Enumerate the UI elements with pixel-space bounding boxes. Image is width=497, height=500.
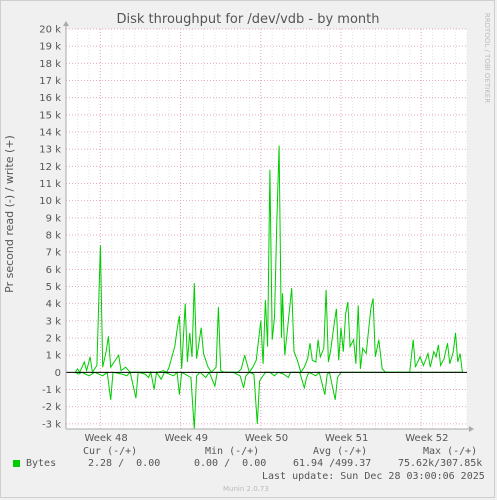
y-tick-label: 3 k (46, 316, 62, 327)
y-tick-label: 16 k (39, 93, 61, 104)
y-tick-label: -3 k (42, 419, 61, 430)
y-tick-label: 19 k (39, 42, 61, 53)
y-tick-label: 18 k (39, 59, 61, 70)
y-tick-label: 15 k (39, 110, 61, 121)
legend-header-cur: Cur (-/+) (83, 446, 138, 457)
y-axis-arrow (63, 21, 69, 26)
legend-header-min: Min (-/+) (205, 446, 260, 457)
x-tick-label: Week 49 (165, 433, 208, 444)
y-tick-label: 20 k (39, 25, 61, 36)
y-tick-label: 0 (55, 368, 61, 379)
x-axis-arrow (469, 426, 474, 432)
y-tick-label: 8 k (46, 231, 62, 242)
y-tick-label: 17 k (39, 76, 61, 87)
y-tick-label: -2 k (42, 402, 61, 413)
x-tick-label: Week 51 (325, 433, 368, 444)
x-tick-label: Week 48 (84, 433, 127, 444)
y-tick-label: -1 k (42, 385, 61, 396)
legend-header-max: Max (-/+) (423, 446, 478, 457)
legend-min-value: 0.00 / 0.00 (194, 458, 267, 469)
y-tick-label: 2 k (46, 334, 62, 345)
series-read-line (74, 370, 463, 430)
y-tick-label: 12 k (39, 162, 61, 173)
y-tick-label: 1 k (46, 351, 62, 362)
plot-area (66, 29, 467, 429)
legend-swatch-bytes (13, 460, 20, 467)
y-tick-label: 6 k (46, 265, 62, 276)
y-tick-label: 4 k (46, 299, 62, 310)
rrdtool-credit: RRDTOOL / TOBI OETIKER (483, 13, 491, 103)
legend-label-bytes: Bytes (26, 458, 57, 469)
y-tick-label: 5 k (46, 282, 62, 293)
x-tick-label: Week 50 (245, 433, 288, 444)
legend-avg-value: 61.94 /499.37 (293, 458, 372, 469)
y-axis-label: Pr second read (-) / write (+) (3, 135, 16, 293)
legend-max-value: 75.62k/307.85k (398, 458, 483, 469)
y-tick-label: 7 k (46, 248, 62, 259)
y-tick-label: 10 k (39, 196, 61, 207)
x-tick-label: Week 52 (405, 433, 448, 444)
last-update: Last update: Sun Dec 28 03:00:06 2025 (262, 471, 485, 482)
legend-header-avg: Avg (-/+) (313, 446, 368, 457)
y-tick-label: 9 k (46, 213, 62, 224)
munin-footer: Munin 2.0.73 (223, 485, 269, 493)
chart-title: Disk throughput for /dev/vdb - by month (117, 12, 380, 27)
y-tick-label: 14 k (39, 128, 61, 139)
y-tick-label: 11 k (39, 179, 61, 190)
legend-cur-value: 2.28 / 0.00 (88, 458, 161, 469)
y-tick-label: 13 k (39, 145, 61, 156)
